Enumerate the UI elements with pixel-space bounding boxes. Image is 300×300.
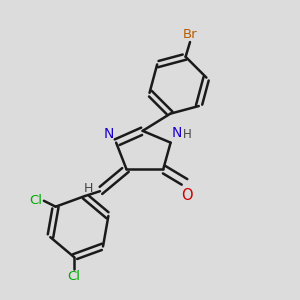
Text: O: O (181, 188, 193, 203)
Text: Cl: Cl (68, 270, 80, 283)
Text: N: N (103, 127, 114, 141)
Text: H: H (182, 128, 191, 142)
Text: N: N (172, 126, 182, 140)
Text: Cl: Cl (29, 194, 42, 207)
Text: H: H (84, 182, 94, 195)
Text: Br: Br (183, 28, 197, 40)
